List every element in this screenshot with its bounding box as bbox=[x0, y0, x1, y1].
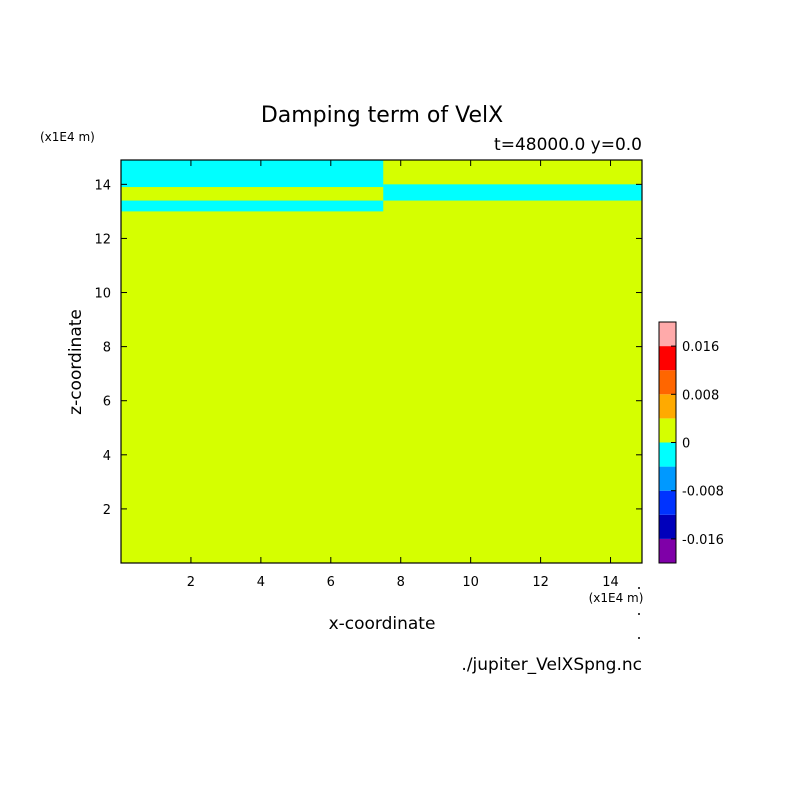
colorbar-swatch bbox=[659, 394, 676, 419]
dot-marker bbox=[638, 613, 640, 615]
colorbar-tick-label: -0.008 bbox=[682, 485, 724, 500]
y-tick-label: 14 bbox=[94, 178, 111, 193]
field-background bbox=[121, 160, 642, 563]
x-tick-label: 8 bbox=[397, 575, 405, 590]
colorbar-swatch bbox=[659, 370, 676, 395]
colorbar-swatch bbox=[659, 538, 676, 563]
colorbar-tick-label: -0.016 bbox=[682, 533, 724, 548]
y-tick-label: 6 bbox=[103, 395, 111, 410]
colorbar-swatch bbox=[659, 442, 676, 467]
colorbar-tick-label: 0.008 bbox=[682, 388, 719, 403]
plot-area bbox=[120, 159, 643, 564]
x-tick-label: 14 bbox=[602, 575, 619, 590]
y-tick-label: 12 bbox=[94, 232, 111, 247]
y-tick-label: 10 bbox=[94, 287, 111, 302]
colorbar-swatch bbox=[659, 322, 676, 347]
colorbar-tick-label: 0.016 bbox=[682, 340, 719, 355]
field-region bbox=[121, 200, 384, 212]
colorbar-swatch bbox=[659, 346, 676, 371]
field-regions bbox=[121, 160, 642, 212]
field-region bbox=[383, 184, 642, 201]
x-tick-label: 6 bbox=[327, 575, 335, 590]
y-tick-label: 2 bbox=[103, 503, 111, 518]
dot-marker bbox=[638, 587, 640, 589]
colorbar-swatch bbox=[659, 466, 676, 491]
colorbar-swatch bbox=[659, 514, 676, 539]
x-tick-label: 12 bbox=[532, 575, 549, 590]
plot-frame bbox=[120, 159, 643, 564]
x-tick-label: 4 bbox=[257, 575, 265, 590]
y-axis-label: z-coordinate bbox=[66, 309, 86, 415]
colorbar-swatch bbox=[659, 418, 676, 443]
field-region bbox=[121, 160, 384, 188]
y-tick-label: 8 bbox=[103, 341, 111, 356]
colorbar-swatch bbox=[659, 490, 676, 515]
x-unit-label: (x1E4 m) bbox=[589, 591, 644, 605]
x-tick-label: 10 bbox=[462, 575, 479, 590]
x-tick-label: 2 bbox=[187, 575, 195, 590]
y-unit-label: (x1E4 m) bbox=[40, 130, 95, 144]
chart-subtitle: t=48000.0 y=0.0 bbox=[494, 135, 642, 155]
dot-marker bbox=[638, 637, 640, 639]
y-tick-label: 4 bbox=[103, 449, 111, 464]
source-file-label: ./jupiter_VelXSpng.nc bbox=[461, 655, 642, 675]
axis-ticks: 2 4 6 8 10 12 14 2 4 6 8 10 12 14 bbox=[94, 160, 642, 590]
x-axis-label: x-coordinate bbox=[329, 614, 436, 634]
colorbar-tick-label: 0 bbox=[682, 437, 690, 452]
chart-title: Damping term of VelX bbox=[261, 103, 503, 128]
colorbar: 0.016 0.008 0 -0.008 -0.016 bbox=[658, 321, 724, 564]
